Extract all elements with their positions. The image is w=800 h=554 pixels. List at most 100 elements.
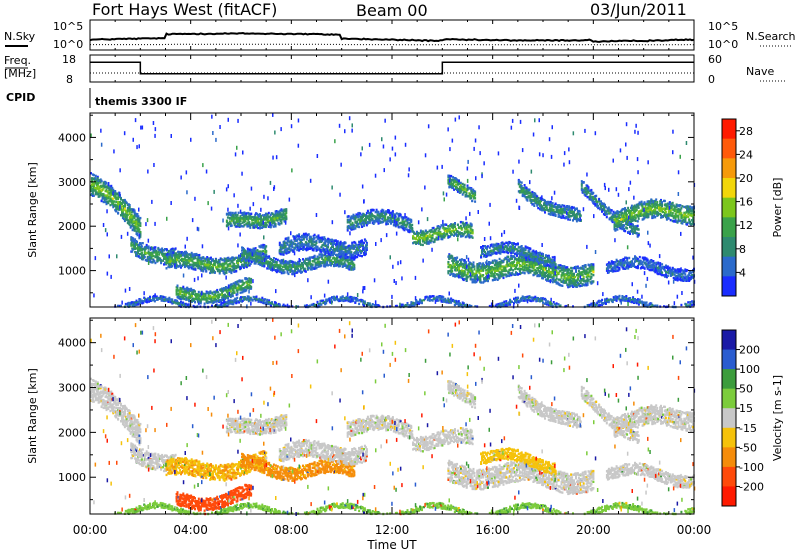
- power-cell: [300, 240, 302, 243]
- power-cell: [474, 197, 477, 200]
- power-cell: [188, 259, 191, 263]
- power-cell: [266, 267, 269, 270]
- power-cell: [199, 302, 202, 305]
- power-cell: [185, 251, 188, 255]
- power-cell: [471, 229, 474, 232]
- power-cell: [364, 252, 367, 256]
- power-cell: [241, 257, 243, 260]
- power-cell: [377, 222, 380, 225]
- power-cell: [165, 267, 168, 270]
- power-cell: [471, 190, 474, 194]
- power-cell: [245, 223, 248, 226]
- power-cell: [257, 250, 260, 253]
- power-cell: [151, 252, 154, 255]
- power-cell: [448, 254, 451, 257]
- freq-panel-frame: [89, 54, 695, 83]
- power-cell: [137, 223, 140, 226]
- power-cell: [521, 260, 524, 264]
- power-cell: [308, 259, 311, 262]
- power-cell: [475, 280, 478, 283]
- power-cell: [349, 248, 352, 251]
- power-cell: [192, 297, 194, 300]
- power-cell: [482, 268, 485, 271]
- power-cell: [134, 219, 137, 222]
- power-cell: [490, 272, 493, 275]
- power-cell: [268, 255, 271, 258]
- power-cell: [402, 217, 405, 221]
- power-cell: [202, 292, 205, 296]
- power-cell: [357, 248, 360, 252]
- power-cell: [326, 254, 329, 258]
- power-cell: [470, 188, 473, 191]
- power-cell: [222, 270, 225, 273]
- power-cell: [482, 262, 485, 265]
- power-cell: [471, 230, 474, 234]
- power-cell: [428, 233, 431, 236]
- power-cell: [496, 278, 499, 281]
- power-cell: [246, 263, 249, 266]
- power-cell: [321, 257, 324, 260]
- power-cell: [463, 230, 466, 233]
- power-cell: [312, 249, 315, 252]
- power-cell: [452, 226, 455, 229]
- power-cell: [541, 273, 544, 276]
- power-cell: [209, 291, 212, 295]
- power-cell: [376, 219, 379, 222]
- power-cell: [237, 262, 240, 265]
- power-cell: [263, 265, 266, 268]
- power-cell: [315, 257, 318, 261]
- power-cell: [327, 264, 330, 267]
- power-cell: [239, 259, 242, 262]
- power-cell: [231, 294, 234, 297]
- power-cell: [243, 221, 246, 224]
- power-cell: [357, 222, 360, 226]
- power-cell: [148, 254, 151, 257]
- power-cell: [236, 214, 239, 217]
- power-cell: [350, 215, 353, 218]
- power-cell: [455, 183, 457, 186]
- power-cell: [168, 263, 171, 266]
- power-cell: [289, 264, 292, 267]
- power-cell: [96, 182, 99, 186]
- power-cell: [286, 271, 289, 274]
- power-cell: [452, 186, 455, 189]
- power-cell: [128, 220, 131, 224]
- power-cell: [139, 224, 142, 227]
- power-cell: [493, 271, 496, 274]
- power-cell: [359, 212, 362, 215]
- power-cell: [386, 220, 389, 223]
- power-cell: [373, 220, 376, 223]
- power-cell: [437, 225, 440, 228]
- power-cell: [96, 177, 99, 180]
- power-cell: [240, 216, 243, 220]
- power-cell: [430, 239, 433, 242]
- power-cell: [288, 262, 291, 265]
- power-cell: [511, 264, 514, 268]
- power-cell: [272, 264, 274, 267]
- power-cell: [387, 222, 390, 225]
- power-cell: [480, 269, 483, 273]
- power-cell: [133, 239, 136, 243]
- power-cell: [455, 227, 457, 231]
- power-cell: [384, 219, 387, 222]
- power-cell: [363, 241, 365, 244]
- power-cell: [125, 215, 128, 218]
- power-cell: [129, 218, 132, 221]
- power-cell: [461, 193, 464, 196]
- power-cell: [225, 286, 228, 290]
- power-cell: [408, 221, 411, 224]
- power-cell: [172, 252, 175, 256]
- power-cell: [242, 252, 244, 255]
- power-cell: [526, 260, 529, 263]
- power-cell: [355, 251, 358, 255]
- power-cell: [482, 274, 485, 277]
- power-cell: [350, 268, 353, 271]
- power-cell: [229, 268, 232, 271]
- power-cell: [354, 254, 357, 258]
- power-cell: [506, 261, 509, 264]
- power-cell: [454, 263, 457, 266]
- power-cell: [473, 273, 476, 276]
- power-cell: [250, 248, 253, 252]
- power-cell: [456, 186, 458, 189]
- power-cell: [322, 259, 325, 262]
